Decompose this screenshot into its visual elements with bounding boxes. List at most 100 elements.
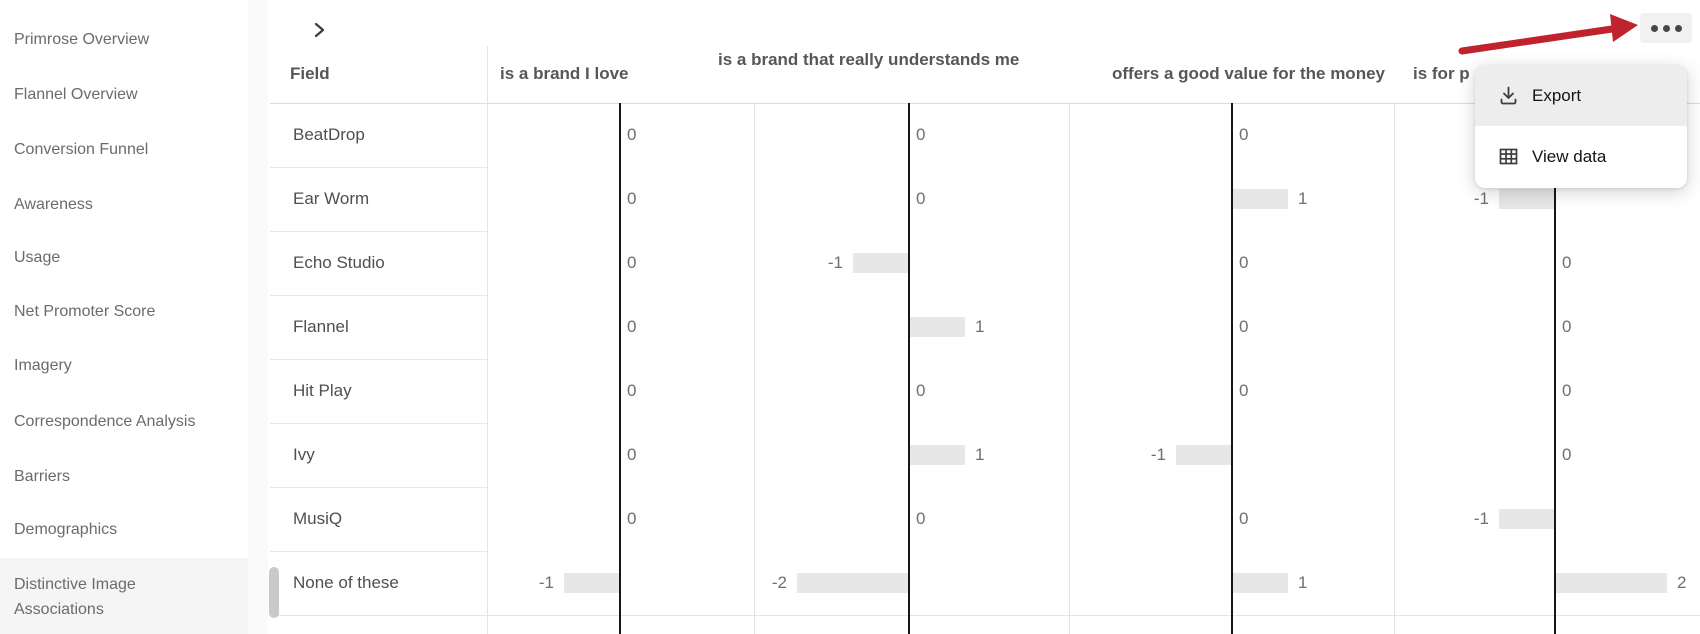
column-header: is a brand that really understands me	[718, 50, 1020, 69]
sidebar-item[interactable]: Demographics	[14, 521, 118, 538]
sidebar-item[interactable]: Net Promoter Score	[14, 303, 156, 320]
row-field-label: Ivy	[293, 445, 315, 464]
row-field-label: Flannel	[293, 317, 349, 336]
value-label: 0	[1562, 445, 1572, 464]
table-bottom-divider	[270, 615, 1700, 616]
bar-positive	[1232, 573, 1288, 593]
more-options-button[interactable]	[1640, 13, 1692, 43]
download-icon	[1500, 86, 1517, 105]
value-label: 0	[627, 317, 637, 336]
bar-negative	[1499, 189, 1555, 209]
row-divider	[270, 551, 487, 552]
value-label: 0	[916, 381, 926, 400]
menu-item-label: Export	[1532, 85, 1582, 105]
field-column-header: Field	[290, 64, 330, 83]
value-label: 0	[1239, 509, 1249, 528]
value-label: 0	[1239, 125, 1249, 144]
column-divider	[487, 46, 488, 634]
column-header: is a brand I love	[500, 64, 629, 83]
value-label: 0	[916, 189, 926, 208]
bar-positive	[909, 445, 965, 465]
value-label: 0	[627, 125, 637, 144]
bar-negative	[853, 253, 909, 273]
value-label: 0	[627, 253, 637, 272]
value-label: -1	[538, 573, 554, 592]
row-divider	[270, 487, 487, 488]
value-label: 1	[975, 445, 985, 464]
column-divider	[1394, 103, 1395, 634]
value-label: 0	[1562, 253, 1572, 272]
value-label: 1	[1298, 573, 1308, 592]
value-label: 0	[1562, 317, 1572, 336]
value-label: 2	[1677, 573, 1687, 592]
column-header: offers a good value for the money	[1112, 64, 1385, 83]
row-divider	[270, 231, 487, 232]
sidebar-item[interactable]: Primrose Overview	[14, 31, 150, 48]
sidebar-item[interactable]: Conversion Funnel	[14, 141, 149, 158]
sidebar-item[interactable]: Correspondence Analysis	[14, 413, 196, 430]
kebab-dot	[1662, 24, 1670, 32]
value-label: -1	[827, 253, 843, 272]
zero-axis-line	[1554, 103, 1556, 634]
bar-positive	[1555, 573, 1667, 593]
column-header: is for p	[1413, 64, 1470, 83]
row-divider	[270, 295, 487, 296]
bar-negative	[797, 573, 909, 593]
value-label: 0	[627, 445, 637, 464]
table-icon	[1499, 148, 1518, 165]
value-label: -1	[1473, 509, 1489, 528]
kebab-dot	[1674, 24, 1682, 32]
value-label: 0	[1239, 381, 1249, 400]
sidebar-item-selected[interactable]: Distinctive Image Associations	[0, 558, 248, 634]
zero-axis-line	[619, 103, 621, 634]
sidebar-item[interactable]: Flannel Overview	[14, 86, 138, 103]
scrollbar-thumb[interactable]	[269, 567, 279, 618]
value-label: 0	[1562, 381, 1572, 400]
sidebar-item[interactable]: Barriers	[14, 468, 71, 485]
zero-axis-line	[1231, 103, 1233, 634]
options-dropdown-menu: Export View data	[1475, 65, 1687, 188]
value-label: 1	[975, 317, 985, 336]
column-divider	[754, 103, 755, 634]
sidebar-item[interactable]: Awareness	[14, 196, 93, 213]
row-field-label: MusiQ	[293, 509, 343, 528]
value-label: -1	[1150, 445, 1166, 464]
bar-positive	[909, 317, 965, 337]
bar-negative	[1499, 509, 1555, 529]
sidebar-scroll-track	[248, 0, 268, 634]
sidebar-item[interactable]: Imagery	[14, 357, 72, 374]
menu-item-export[interactable]: Export	[1475, 65, 1687, 126]
row-divider	[270, 359, 487, 360]
value-label: -1	[1473, 189, 1489, 208]
sidebar-item-label: Distinctive Image Associations	[14, 576, 136, 618]
value-label: 1	[1298, 189, 1308, 208]
zero-axis-line	[908, 103, 910, 634]
expand-sidebar-chevron-icon[interactable]	[310, 21, 328, 39]
value-label: -2	[771, 573, 787, 592]
report-sidebar	[0, 0, 248, 634]
menu-item-view-data[interactable]: View data	[1475, 126, 1687, 187]
row-field-label: Ear Worm	[293, 189, 370, 208]
bar-negative	[1176, 445, 1232, 465]
value-label: 0	[627, 189, 637, 208]
row-field-label: BeatDrop	[293, 125, 365, 144]
bar-positive	[1232, 189, 1288, 209]
kebab-dot	[1650, 24, 1658, 32]
value-label: 0	[916, 125, 926, 144]
column-divider	[1069, 103, 1070, 634]
value-label: 0	[916, 509, 926, 528]
menu-item-label: View data	[1532, 146, 1607, 166]
value-label: 0	[627, 381, 637, 400]
row-field-label: Hit Play	[293, 381, 352, 400]
value-label: 0	[1239, 317, 1249, 336]
value-label: 0	[627, 509, 637, 528]
row-divider	[270, 423, 487, 424]
row-divider	[270, 167, 487, 168]
table-header-divider	[270, 103, 1700, 104]
value-label: 0	[1239, 253, 1249, 272]
sidebar-item[interactable]: Usage	[14, 249, 61, 266]
row-field-label: Echo Studio	[293, 253, 385, 272]
row-field-label: None of these	[293, 573, 399, 592]
bar-negative	[564, 573, 620, 593]
